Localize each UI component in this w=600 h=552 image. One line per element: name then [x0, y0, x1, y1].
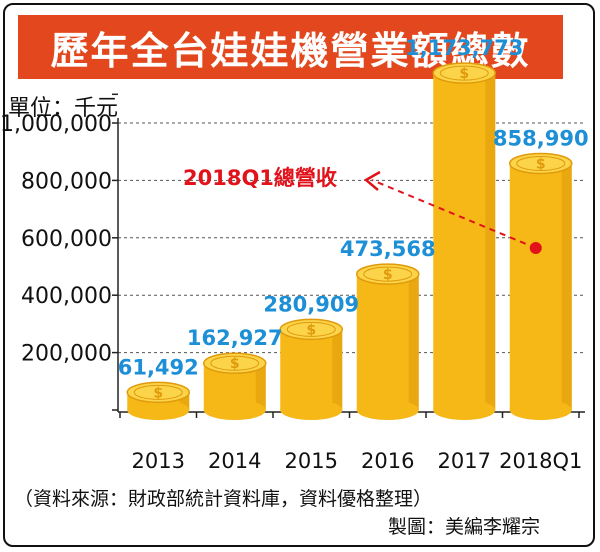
dollar-sign-icon: $ [153, 385, 163, 401]
annotation-line [371, 179, 537, 249]
coin-top-ring [210, 355, 260, 371]
coin-bottom [356, 400, 419, 420]
coin-shade [408, 274, 419, 410]
coin-top-ring [133, 384, 183, 400]
data-label: 473,568 [340, 237, 436, 261]
coin-top-ring [439, 65, 489, 81]
coin-shade [561, 163, 572, 410]
data-label: 1,173,773 [405, 36, 523, 60]
coin-bar: $ [356, 263, 420, 420]
y-tick-label: 600,000 [21, 227, 112, 252]
coin-bar: $ [279, 318, 343, 420]
x-tick-label: 2016 [361, 449, 414, 473]
x-axis-ticks: 2013 2014 2015 2016 2017 2018Q1 [132, 449, 583, 473]
credit-line: 製圖：美編李耀宗 [387, 516, 540, 538]
coin-shade [179, 392, 190, 410]
data-label: 858,990 [493, 126, 589, 150]
bar-layer: $ $ $ $ $ $ [126, 62, 573, 420]
y-tick-label: 1,000,000 [0, 112, 112, 137]
coin-shade [255, 363, 266, 410]
coin-bar: $ [203, 352, 267, 420]
y-tick-label: 800,000 [21, 169, 112, 194]
data-label: 162,927 [187, 326, 283, 350]
label-layer: 61,492 162,927 280,909 473,568 1,173,773 858,… [118, 36, 589, 379]
arrow-head-icon [363, 170, 381, 191]
dollar-sign-icon: $ [230, 356, 240, 372]
x-tick-label: 2017 [438, 449, 491, 473]
coin-body [509, 163, 572, 410]
figure-frame [3, 3, 595, 547]
source-note: （資料來源：財政部統計資料庫，資料優格整理） [14, 488, 433, 510]
data-label: 280,909 [263, 292, 359, 316]
coin-bottom [509, 400, 572, 420]
x-tick-label: 2013 [132, 449, 185, 473]
coin-bottom [280, 400, 343, 420]
dollar-sign-icon: $ [306, 322, 316, 338]
coin-top-ring [286, 321, 336, 337]
coin-bar: $ [509, 152, 573, 420]
coin-bar: $ [126, 381, 190, 420]
x-tick-label: 2018Q1 [499, 449, 582, 473]
coin-bottom [127, 400, 190, 420]
annotation-text: 2018Q1總營收 [183, 166, 337, 190]
x-tick-label: 2015 [285, 449, 338, 473]
coin-top-ring [516, 155, 566, 171]
dollar-sign-icon: $ [536, 156, 546, 172]
coin-top-ring [363, 266, 413, 282]
y-tick-label: 200,000 [21, 342, 112, 367]
coin-body [433, 73, 496, 411]
coin-body [356, 274, 419, 410]
coin-shade [485, 73, 496, 411]
data-label: 61,492 [118, 355, 199, 379]
dollar-sign-icon: $ [459, 66, 469, 82]
y-axis-ticks: 200,000 400,000 600,000 800,000 1,000,000 [0, 112, 112, 367]
coin-shade [332, 329, 343, 410]
coin-bottom [433, 400, 496, 420]
x-tick-label: 2014 [208, 449, 261, 473]
y-tick-label: 400,000 [21, 284, 112, 309]
grid-layer [112, 93, 585, 418]
coin-body [280, 329, 343, 410]
coin-bar: $ [432, 62, 496, 420]
annotation-dot [529, 242, 542, 254]
dollar-sign-icon: $ [383, 267, 393, 283]
annotation-layer: 2018Q1總營收 [183, 166, 542, 254]
unit-label: 單位：千元 [8, 96, 119, 121]
coin-bottom [203, 400, 266, 420]
